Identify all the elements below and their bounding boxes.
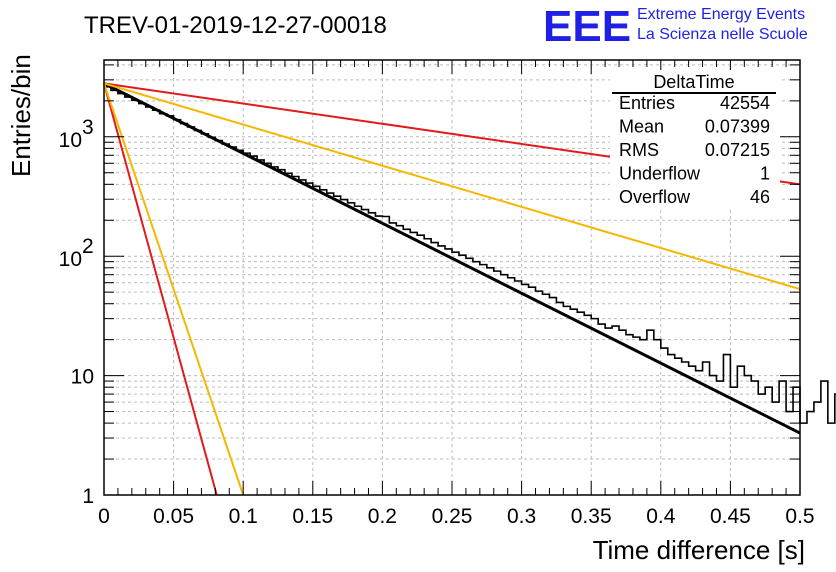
logo-mark: EEE — [543, 2, 631, 51]
x-tick-label: 0.05 — [153, 505, 194, 528]
x-tick-label: 0.3 — [507, 505, 536, 528]
fit-line-4 — [103, 83, 245, 496]
x-axis-title: Time difference [s] — [593, 535, 805, 565]
stats-value: 46 — [750, 187, 770, 207]
stats-title: DeltaTime — [653, 72, 734, 92]
stats-box: DeltaTime Entries 42554 Mean 0.07399 RMS 0.07… — [610, 70, 780, 210]
stats-label: Mean — [619, 117, 664, 137]
chart-title: TREV-01-2019-12-27-00018 — [84, 12, 387, 39]
x-tick-label: 0.4 — [646, 505, 676, 528]
eee-logo: EEE Extreme Energy Events La Scienza nel… — [543, 2, 808, 51]
stats-rows: Entries 42554 Mean 0.07399 RMS 0.07215Underfl… — [619, 93, 770, 207]
x-tick-label: 0.25 — [432, 505, 473, 528]
fit-line-3 — [103, 83, 218, 496]
x-tick-label: 0 — [98, 505, 110, 528]
stats-value: 0.07399 — [705, 117, 770, 137]
x-tick-labels: 0 0.05 0.1 0.15 0.2 0.25 0.3 0.35 0.4 0.45 0.5 — [98, 505, 814, 528]
logo-line-1: Extreme Energy Events — [637, 6, 805, 23]
fit-line-0 — [103, 82, 801, 435]
y-tick-label: 1 — [82, 485, 94, 508]
fit-line-2 — [103, 82, 801, 291]
x-tick-label: 0.35 — [571, 505, 612, 528]
y-tick-label-exp: 3 — [82, 116, 94, 139]
stats-value: 1 — [760, 164, 770, 184]
x-tick-label: 0.5 — [785, 505, 814, 528]
stats-value: 0.07215 — [705, 140, 770, 160]
stats-label: Entries — [619, 93, 675, 113]
y-tick-label-base: 10 — [59, 248, 82, 271]
x-tick-label: 0.2 — [368, 505, 397, 528]
stats-label: Underflow — [619, 164, 701, 184]
stats-value: 42554 — [720, 93, 770, 113]
x-tick-label: 0.1 — [229, 505, 258, 528]
y-tick-label-exp: 2 — [82, 235, 94, 258]
y-tick-label: 10 — [71, 366, 94, 389]
fit-lines — [103, 82, 801, 496]
y-tick-label-base: 10 — [59, 129, 82, 152]
stats-label: Overflow — [619, 187, 691, 207]
stats-label: RMS — [619, 140, 659, 160]
x-tick-label: 0.45 — [710, 505, 751, 528]
axis-ticks — [103, 60, 801, 496]
logo-line-2: La Scienza nelle Scuole — [637, 26, 808, 43]
x-tick-label: 0.15 — [292, 505, 333, 528]
y-axis-title: Entries/bin — [6, 54, 36, 177]
